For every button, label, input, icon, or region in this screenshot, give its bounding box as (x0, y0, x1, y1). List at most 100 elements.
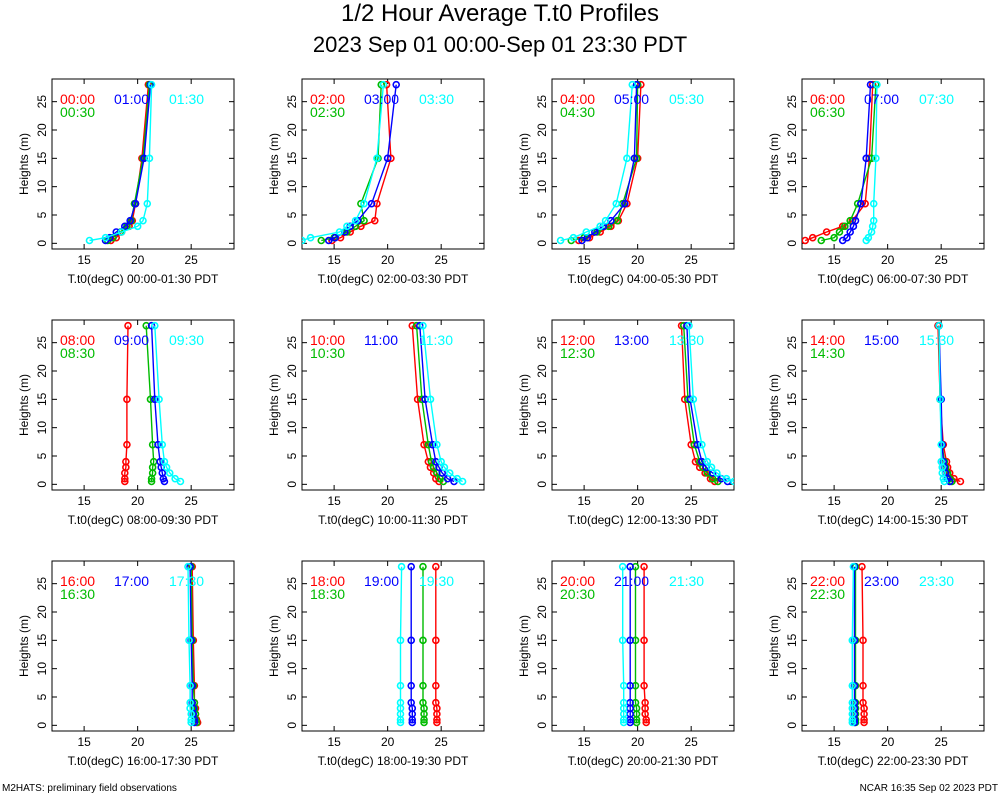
data-point (396, 681, 405, 690)
data-point (703, 457, 712, 466)
data-point (730, 477, 734, 486)
y-tick-label: 25 (35, 577, 49, 591)
x-tick-label: 15 (827, 253, 841, 267)
series-line-3 (105, 84, 152, 242)
data-point (601, 216, 610, 225)
legend-label-1: 02:00 (310, 91, 345, 107)
y-tick-label: 25 (535, 577, 549, 591)
x-tick-label: 25 (434, 494, 448, 508)
data-point (185, 636, 193, 645)
series-line-1 (578, 84, 642, 242)
chart-subtitle: 2023 Sep 01 00:00-Sep 01 23:30 PDT (312, 32, 688, 57)
data-point (343, 222, 351, 231)
plot-frame (51, 319, 235, 491)
data-point (143, 199, 152, 208)
y-tick-label: 5 (35, 452, 49, 459)
legend-label-2: 06:30 (810, 104, 845, 120)
y-tick-label: 10 (285, 180, 299, 194)
legend-label-1: 06:00 (810, 91, 845, 107)
data-point (396, 636, 405, 645)
data-point (841, 222, 849, 231)
y-tick-label: 5 (35, 693, 49, 700)
data-point (846, 228, 854, 236)
y-tick-label: 15 (35, 633, 49, 647)
y-tick-label: 10 (785, 662, 799, 676)
y-tick-label: 0 (785, 481, 799, 488)
legend-label-1: 00:00 (60, 91, 95, 107)
legend-label-4: 21:30 (669, 573, 704, 589)
legend-label-3: 13:00 (614, 332, 649, 348)
data-point (156, 457, 164, 466)
y-tick-label: 0 (285, 481, 299, 488)
y-tick-label: 20 (285, 605, 299, 619)
x-tick-label: 20 (131, 494, 145, 508)
data-point (860, 718, 868, 727)
data-point (641, 698, 649, 707)
data-point (360, 199, 368, 208)
y-tick-label: 25 (785, 577, 799, 591)
data-point (437, 457, 445, 466)
series-group (934, 321, 965, 486)
data-point (937, 457, 945, 466)
data-point (848, 636, 857, 645)
data-point (187, 718, 195, 727)
data-point (556, 236, 565, 245)
x-tick-label: 15 (577, 735, 591, 749)
y-tick-label: 15 (535, 392, 549, 406)
x-tick-label: 20 (131, 253, 145, 267)
data-point (419, 681, 427, 690)
data-point (640, 636, 648, 645)
y-tick-label: 10 (535, 180, 549, 194)
y-tick-label: 5 (535, 211, 549, 218)
data-point (146, 395, 155, 404)
data-point (817, 236, 826, 245)
data-point (121, 477, 129, 486)
data-point (147, 80, 156, 89)
data-point (808, 233, 817, 242)
data-point (420, 718, 428, 727)
plot-frame (801, 78, 985, 250)
legend-label-3: 17:00 (114, 573, 149, 589)
series-group (302, 80, 401, 245)
data-point (117, 228, 126, 236)
legend-label-4: 11:30 (419, 332, 453, 348)
legend-label-3: 23:00 (864, 573, 899, 589)
data-point (426, 395, 435, 404)
x-axis-label: T.t0(degC) 14:00-15:30 PDT (818, 513, 969, 527)
y-tick-label: 10 (535, 421, 549, 435)
y-tick-label: 0 (785, 240, 799, 247)
data-point (133, 222, 142, 231)
data-point (171, 474, 179, 483)
data-point (693, 440, 702, 449)
data-point (623, 154, 631, 163)
data-point (397, 562, 406, 571)
y-tick-label: 5 (535, 693, 549, 700)
data-point (145, 154, 154, 163)
y-tick-label: 25 (35, 336, 49, 350)
data-point (331, 233, 339, 242)
y-axis-label: Heights (m) (17, 374, 31, 436)
y-tick-label: 25 (285, 95, 299, 109)
y-tick-label: 0 (535, 481, 549, 488)
data-point (392, 80, 401, 89)
x-axis-label: T.t0(degC) 02:00-03:30 PDT (318, 272, 469, 286)
data-point (85, 236, 94, 245)
x-tick-label: 15 (77, 253, 91, 267)
y-tick-label: 0 (785, 722, 799, 729)
data-point (396, 718, 405, 727)
series-line-1 (331, 84, 392, 242)
data-point (869, 216, 878, 225)
x-tick-label: 20 (881, 253, 895, 267)
y-tick-label: 10 (35, 421, 49, 435)
y-tick-label: 20 (35, 364, 49, 378)
x-tick-label: 15 (327, 253, 341, 267)
x-tick-label: 25 (434, 253, 448, 267)
data-point (165, 469, 174, 477)
data-point (956, 477, 965, 486)
y-tick-label: 15 (35, 392, 49, 406)
data-point (101, 233, 110, 242)
series-group (184, 562, 202, 727)
data-point (419, 321, 427, 330)
x-axis-label: T.t0(degC) 10:00-11:30 PDT (318, 513, 469, 527)
